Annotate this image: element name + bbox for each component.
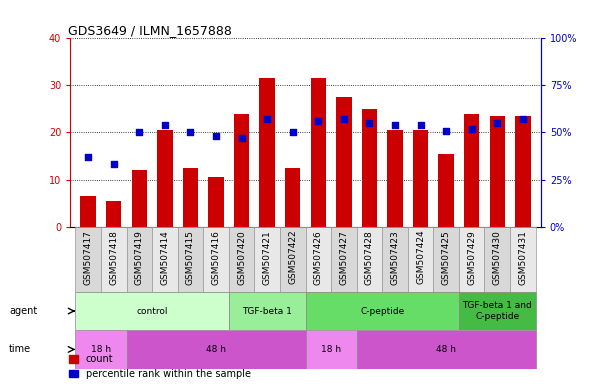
Bar [280,227,306,292]
Bar [131,170,147,227]
Bar [439,154,454,227]
Text: TGF-beta 1: TGF-beta 1 [242,306,292,316]
Bar [254,227,280,292]
Bar [387,130,403,227]
Bar [126,330,306,369]
Point [518,116,528,122]
Bar [126,227,152,292]
Text: GSM507428: GSM507428 [365,230,374,285]
Bar [75,227,101,292]
Text: GDS3649 / ILMN_1657888: GDS3649 / ILMN_1657888 [68,24,232,37]
Bar [459,292,536,330]
Text: GSM507418: GSM507418 [109,230,119,285]
Bar [203,227,229,292]
Point [492,120,502,126]
Text: GSM507416: GSM507416 [211,230,221,285]
Bar [157,130,172,227]
Point [467,126,477,132]
Point [236,135,246,141]
Bar [382,227,408,292]
Bar [464,114,480,227]
Bar [101,227,126,292]
Text: 48 h: 48 h [206,345,226,354]
Point [134,129,144,136]
Bar [260,78,275,227]
Bar [357,227,382,292]
Text: GSM507426: GSM507426 [314,230,323,285]
Bar [208,177,224,227]
Bar [152,227,178,292]
Bar [234,114,249,227]
Point [365,120,375,126]
Bar [310,78,326,227]
Text: TGF-beta 1 and
C-peptide: TGF-beta 1 and C-peptide [463,301,532,321]
Bar [489,116,505,227]
Bar [229,227,254,292]
Bar [306,227,331,292]
Text: GSM507415: GSM507415 [186,230,195,285]
Text: GSM507425: GSM507425 [442,230,451,285]
Point [262,116,272,122]
Text: GSM507414: GSM507414 [160,230,169,285]
Text: GSM507429: GSM507429 [467,230,476,285]
Text: GSM507421: GSM507421 [263,230,272,285]
Text: GSM507419: GSM507419 [135,230,144,285]
Bar [459,227,485,292]
Bar [106,201,122,227]
Text: GSM507430: GSM507430 [492,230,502,285]
Bar [285,168,301,227]
Text: 18 h: 18 h [91,345,111,354]
Point [211,133,221,139]
Bar [510,227,536,292]
Text: GSM507422: GSM507422 [288,230,297,285]
Point [288,129,298,136]
Point [415,122,425,128]
Point [83,154,93,160]
Bar [183,168,198,227]
Bar [408,227,433,292]
Bar [357,330,536,369]
Text: 18 h: 18 h [321,345,341,354]
Bar [75,330,126,369]
Text: GSM507423: GSM507423 [390,230,400,285]
Text: 48 h: 48 h [436,345,456,354]
Bar [362,109,377,227]
Point [109,161,119,167]
Text: agent: agent [9,306,37,316]
Text: GSM507427: GSM507427 [339,230,348,285]
Bar [485,227,510,292]
Bar [433,227,459,292]
Bar [81,196,96,227]
Bar [229,292,306,330]
Bar [336,97,351,227]
Bar [178,227,203,292]
Text: GSM507424: GSM507424 [416,230,425,285]
Bar [515,116,530,227]
Text: GSM507431: GSM507431 [518,230,527,285]
Point [339,116,349,122]
Bar [306,292,459,330]
Point [390,122,400,128]
Bar [306,330,357,369]
Text: control: control [136,306,168,316]
Point [160,122,170,128]
Text: time: time [9,344,31,354]
Legend: count, percentile rank within the sample: count, percentile rank within the sample [69,354,251,379]
Bar [75,292,229,330]
Bar [331,227,357,292]
Text: GSM507417: GSM507417 [84,230,93,285]
Point [186,129,196,136]
Point [441,127,451,134]
Bar [413,130,428,227]
Text: C-peptide: C-peptide [360,306,404,316]
Point [313,118,323,124]
Text: GSM507420: GSM507420 [237,230,246,285]
